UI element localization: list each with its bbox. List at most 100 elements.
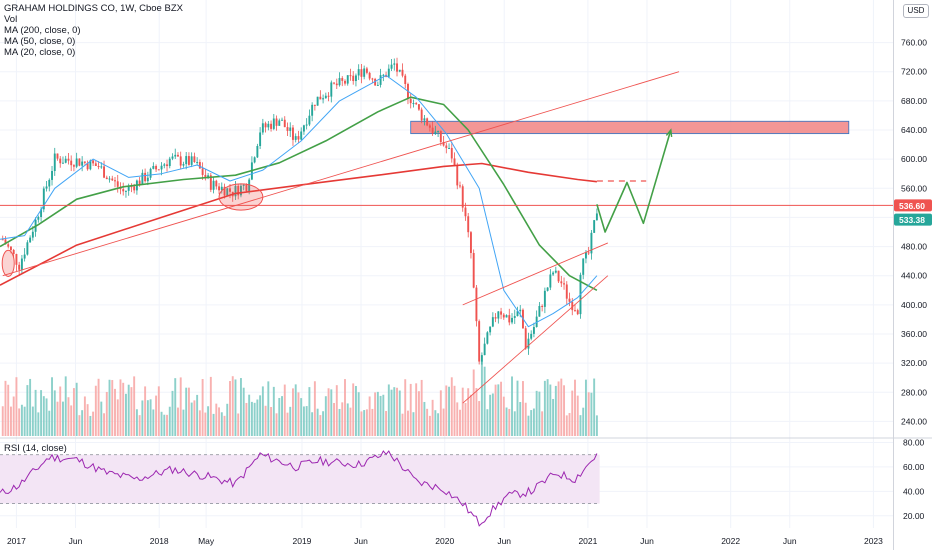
candle-body-47 xyxy=(130,186,133,188)
volume-bar-194 xyxy=(532,408,535,436)
volume-bar-79 xyxy=(218,407,221,436)
rsi-legend[interactable]: RSI (14, close) xyxy=(4,443,67,454)
rsi-line xyxy=(0,450,598,527)
price-labels: 536.60 533.38 xyxy=(894,199,932,226)
candle-body-60 xyxy=(166,164,168,167)
volume-bar-30 xyxy=(83,396,86,436)
candle-body-141 xyxy=(387,68,390,77)
volume-bar-24 xyxy=(67,397,70,436)
candle-body-32 xyxy=(89,160,92,170)
time-tick-7: Jun xyxy=(497,536,511,546)
volume-bar-205 xyxy=(563,385,565,436)
volume-bar-165 xyxy=(453,385,456,436)
candle-body-162 xyxy=(445,145,448,149)
volume-bar-115 xyxy=(316,408,319,436)
candle-body-180 xyxy=(494,317,497,319)
volume-bar-3 xyxy=(9,406,12,436)
candle-body-188 xyxy=(516,311,519,317)
volume-bar-76 xyxy=(209,376,212,436)
candle-body-76 xyxy=(209,175,212,190)
volume-bar-202 xyxy=(554,385,557,436)
legend-volume[interactable]: Vol xyxy=(4,14,18,25)
volume-bar-32 xyxy=(89,415,92,436)
price-tick-4: 600.00 xyxy=(901,154,927,164)
volume-bar-198 xyxy=(543,380,546,436)
volume-bar-216 xyxy=(593,378,596,436)
volume-bar-159 xyxy=(437,413,440,436)
candle-body-18 xyxy=(51,171,53,180)
volume-bar-191 xyxy=(524,402,527,436)
volume-bar-122 xyxy=(335,385,338,436)
volume-bar-12 xyxy=(34,389,37,436)
volume-bar-112 xyxy=(308,387,311,436)
legend-ma20[interactable]: MA (20, close, 0) xyxy=(4,47,76,58)
volume-bar-185 xyxy=(508,408,511,436)
candle-body-150 xyxy=(412,103,415,105)
volume-bar-154 xyxy=(423,401,426,436)
legend-ma50[interactable]: MA (50, close, 0) xyxy=(4,36,76,47)
volume-bar-95 xyxy=(261,386,264,436)
candle-body-77 xyxy=(212,180,215,190)
drawings-under xyxy=(0,120,850,504)
candle-body-118 xyxy=(324,95,327,99)
candle-body-50 xyxy=(138,180,141,185)
candle-body-70 xyxy=(193,156,196,163)
volume-bar-176 xyxy=(483,366,486,436)
volume-bar-171 xyxy=(469,394,472,436)
candle-body-14 xyxy=(40,209,43,217)
time-axis[interactable]: 2017 Jun 2018 May 2019 Jun 2020 Jun 2021 Jun 2022 J… xyxy=(7,536,883,546)
candle-body-181 xyxy=(497,311,500,319)
candle-body-54 xyxy=(149,168,152,178)
candle-body-131 xyxy=(360,69,363,77)
candle-body-123 xyxy=(338,78,341,86)
candle-body-51 xyxy=(141,172,144,185)
time-tick-8: 2021 xyxy=(578,536,597,546)
volume-bar-18 xyxy=(51,377,53,436)
candle-body-134 xyxy=(368,72,371,79)
volume-bar-58 xyxy=(160,411,163,436)
currency-button[interactable]: USD xyxy=(903,4,929,18)
candle-body-191 xyxy=(524,328,527,349)
rsi-tick-0: 80.00 xyxy=(903,437,925,447)
candle-body-46 xyxy=(127,186,130,191)
price-axis[interactable]: 760.00720.00680.00640.00600.00560.00520.… xyxy=(901,38,927,427)
volume-bar-71 xyxy=(196,394,199,436)
volume-bar-209 xyxy=(574,379,576,436)
candle-body-85 xyxy=(234,185,237,197)
time-tick-9: Jun xyxy=(640,536,654,546)
volume-bar-177 xyxy=(486,409,489,436)
candle-body-36 xyxy=(100,166,103,168)
candle-body-171 xyxy=(469,232,472,253)
volume-bar-100 xyxy=(275,413,278,436)
candle-body-109 xyxy=(300,131,303,140)
candle-body-26 xyxy=(72,165,75,167)
volume-bar-85 xyxy=(234,379,237,436)
volume-bar-179 xyxy=(491,393,494,436)
volume-bar-197 xyxy=(541,411,544,436)
candle-body-29 xyxy=(81,161,84,166)
volume-bar-74 xyxy=(204,412,207,436)
candle-body-132 xyxy=(363,68,366,77)
candle-body-165 xyxy=(453,158,456,166)
candle-body-208 xyxy=(571,301,574,311)
candle-body-135 xyxy=(371,78,374,80)
candle-body-130 xyxy=(357,69,360,76)
candle-body-24 xyxy=(67,158,70,161)
candle-body-126 xyxy=(346,75,349,84)
candle-body-93 xyxy=(256,146,259,158)
candle-body-194 xyxy=(532,327,535,334)
candle-body-81 xyxy=(223,186,226,196)
volume-bar-157 xyxy=(431,399,434,436)
volume-bar-86 xyxy=(237,413,240,436)
legend-ma200[interactable]: MA (200, close, 0) xyxy=(4,25,81,36)
symbol-title[interactable]: GRAHAM HOLDINGS CO, 1W, Cboe BZX xyxy=(4,3,183,14)
candle-body-137 xyxy=(376,84,379,86)
drawings-over xyxy=(0,71,893,404)
volume-bar-127 xyxy=(349,407,352,436)
candle-body-182 xyxy=(500,311,503,315)
rsi-axis[interactable]: 80.00 60.00 40.00 20.00 xyxy=(903,437,925,520)
price-tick-11: 320.00 xyxy=(901,358,927,368)
candle-body-38 xyxy=(105,177,108,180)
price-tick-7: 480.00 xyxy=(901,242,927,252)
